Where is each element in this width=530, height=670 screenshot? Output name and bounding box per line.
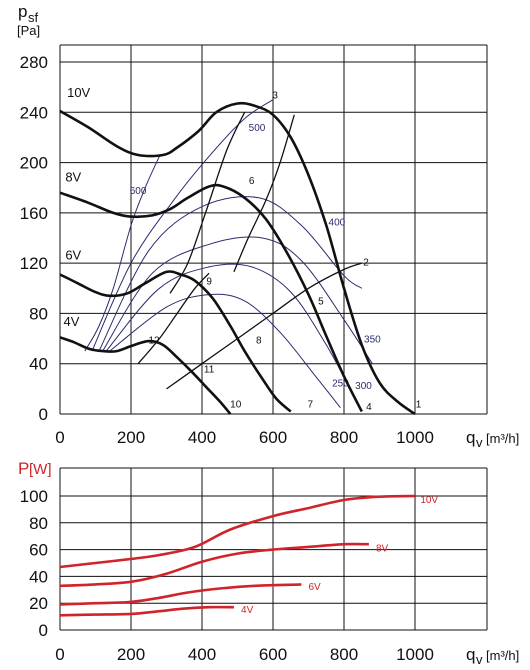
operating-point-label-5: 5 [318,297,324,308]
pressure-axis-label-sub: sf [28,10,39,25]
pressure-series-label-8V: 8V [65,169,81,184]
flow-axis-unit: [m³/h] [486,431,519,446]
operating-point-label-6: 6 [249,176,255,187]
system-curve-3 [169,112,246,294]
pressure-xtick-400: 400 [188,428,216,447]
efficiency-label-250: 250 [332,378,349,389]
power-flow-axis-unit: [m³/h] [486,648,519,663]
efficiency-curves: 600 500 400 350 300 250 [84,99,381,409]
pressure-xtick-0: 0 [55,428,64,447]
efficiency-curve-500 [91,99,274,352]
system-curve-6 [233,114,295,273]
power-xtick-400: 400 [188,645,216,664]
operating-point-label-11: 11 [204,365,215,376]
pressure-ytick-40: 40 [29,355,48,374]
efficiency-label-350: 350 [364,334,381,345]
pressure-ytick-80: 80 [29,304,48,323]
power-ytick-20: 20 [29,594,48,613]
flow-axis-label-main: q [466,428,475,447]
efficiency-curve-600 [84,156,160,352]
power-labels: 10V 8V 6V 4V [241,495,438,616]
pressure-series-label-6V: 6V [65,247,81,262]
system-curve-11 [166,262,363,390]
pressure-curve-10V [59,101,416,416]
power-curve-8V [59,542,369,588]
power-curve-6V [59,583,302,606]
pressure-series-label-10V: 10V [67,85,90,100]
power-ytick-60: 60 [29,541,48,560]
operating-point-label-12: 12 [149,336,161,347]
pressure-series [59,101,416,416]
pressure-ytick-240: 240 [20,103,48,122]
efficiency-curve-250 [109,293,341,409]
efficiency-label-400: 400 [329,217,346,228]
power-flow-axis-label-sub: v [476,652,483,667]
operating-point-label-2: 2 [363,258,369,269]
operating-point-label-9: 9 [206,277,212,288]
power-ytick-100: 100 [20,487,48,506]
pressure-xtick-200: 200 [117,428,145,447]
pressure-ytick-280: 280 [20,53,48,72]
power-series-label-10V: 10V [420,495,438,506]
power-curve-10V [59,494,416,569]
pressure-ytick-160: 160 [20,204,48,223]
power-xtick-200: 200 [117,645,145,664]
power-ytick-0: 0 [39,621,48,640]
pressure-ytick-0: 0 [39,405,48,424]
operating-point-label-7: 7 [307,400,313,411]
power-xtick-800: 800 [330,645,358,664]
power-xtick-0: 0 [55,645,64,664]
system-curves [137,112,363,390]
power-curve-4V [59,605,234,617]
power-xtick-1000: 1000 [396,645,434,664]
pressure-ytick-200: 200 [20,154,48,173]
power-series-label-6V: 6V [309,582,322,593]
efficiency-curve-300 [105,263,352,392]
pressure-ytick-120: 120 [20,254,48,273]
system-curve-12 [137,272,210,365]
flow-axis-label-sub: v [476,435,483,450]
power-axis-unit: [W] [29,461,52,478]
power-ytick-40: 40 [29,567,48,586]
pressure-axis-unit: [Pa] [17,23,40,38]
operating-point-label-4: 4 [366,402,372,413]
efficiency-label-500: 500 [249,123,266,134]
operating-point-label-1: 1 [416,400,422,411]
pressure-series-label-4V: 4V [64,314,80,329]
power-xtick-600: 600 [259,645,287,664]
pressure-curve-4V [59,336,232,415]
power-series [59,494,416,617]
power-ytick-80: 80 [29,514,48,533]
power-axis-label-main: P [18,459,29,478]
power-series-label-8V: 8V [376,543,389,554]
operating-point-label-8: 8 [256,336,262,347]
power-flow-axis-label-main: q [466,645,475,664]
pressure-xtick-800: 800 [330,428,358,447]
operating-point-label-10: 10 [230,400,242,411]
pressure-xtick-600: 600 [259,428,287,447]
pressure-xtick-1000: 1000 [396,428,434,447]
efficiency-label-600: 600 [130,186,147,197]
operating-point-label-3: 3 [272,90,278,101]
pressure-curve-6V [59,270,292,413]
power-series-label-4V: 4V [241,605,254,616]
pressure-curve-8V [59,183,363,413]
efficiency-label-300: 300 [355,381,372,392]
efficiency-curve-350 [102,236,373,364]
pressure-axis-label-main: p [18,2,27,21]
efficiency-curve-400 [98,196,363,352]
pressure-ticks: 0 40 80 120 160 200 240 280 0 200 400 600 800 1000 [20,53,434,447]
